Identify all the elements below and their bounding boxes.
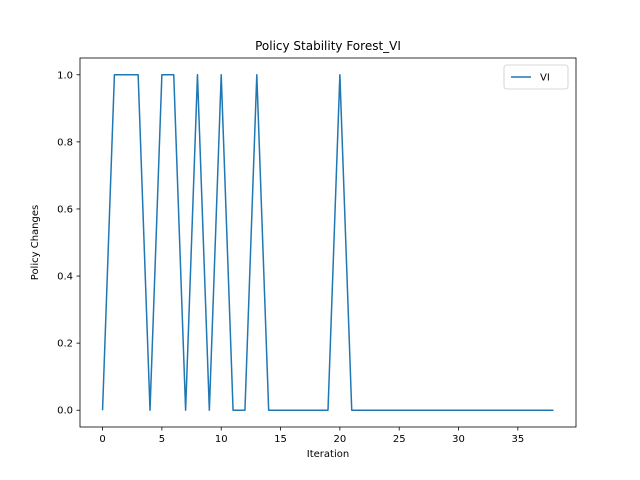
x-tick-label: 35 [511,434,524,445]
x-tick-label: 0 [99,434,105,445]
y-tick-label: 0.0 [57,406,73,417]
x-tick-label: 25 [393,434,406,445]
x-axis: 0 5 10 15 20 25 30 35 [99,427,524,445]
chart-title: Policy Stability Forest_VI [255,39,401,53]
x-tick-label: 5 [159,434,165,445]
x-tick-label: 30 [452,434,465,445]
y-tick-label: 0.8 [57,137,73,148]
legend: VI [503,64,569,90]
x-axis-label: Iteration [307,449,349,460]
x-tick-label: 20 [333,434,346,445]
y-axis: 0.0 0.2 0.4 0.6 0.8 1.0 [57,70,80,417]
y-tick-label: 0.4 [57,272,73,283]
y-tick-label: 0.6 [57,204,73,215]
legend-label: VI [540,73,550,84]
y-tick-label: 0.2 [57,339,73,350]
plot-area [101,74,554,411]
series-line-vi [101,74,554,411]
x-tick-label: 10 [215,434,228,445]
legend-box [503,64,569,90]
x-tick-label: 15 [274,434,287,445]
axes-frame [79,57,577,428]
y-tick-label: 1.0 [57,70,73,81]
y-axis-label: Policy Changes [30,205,41,280]
